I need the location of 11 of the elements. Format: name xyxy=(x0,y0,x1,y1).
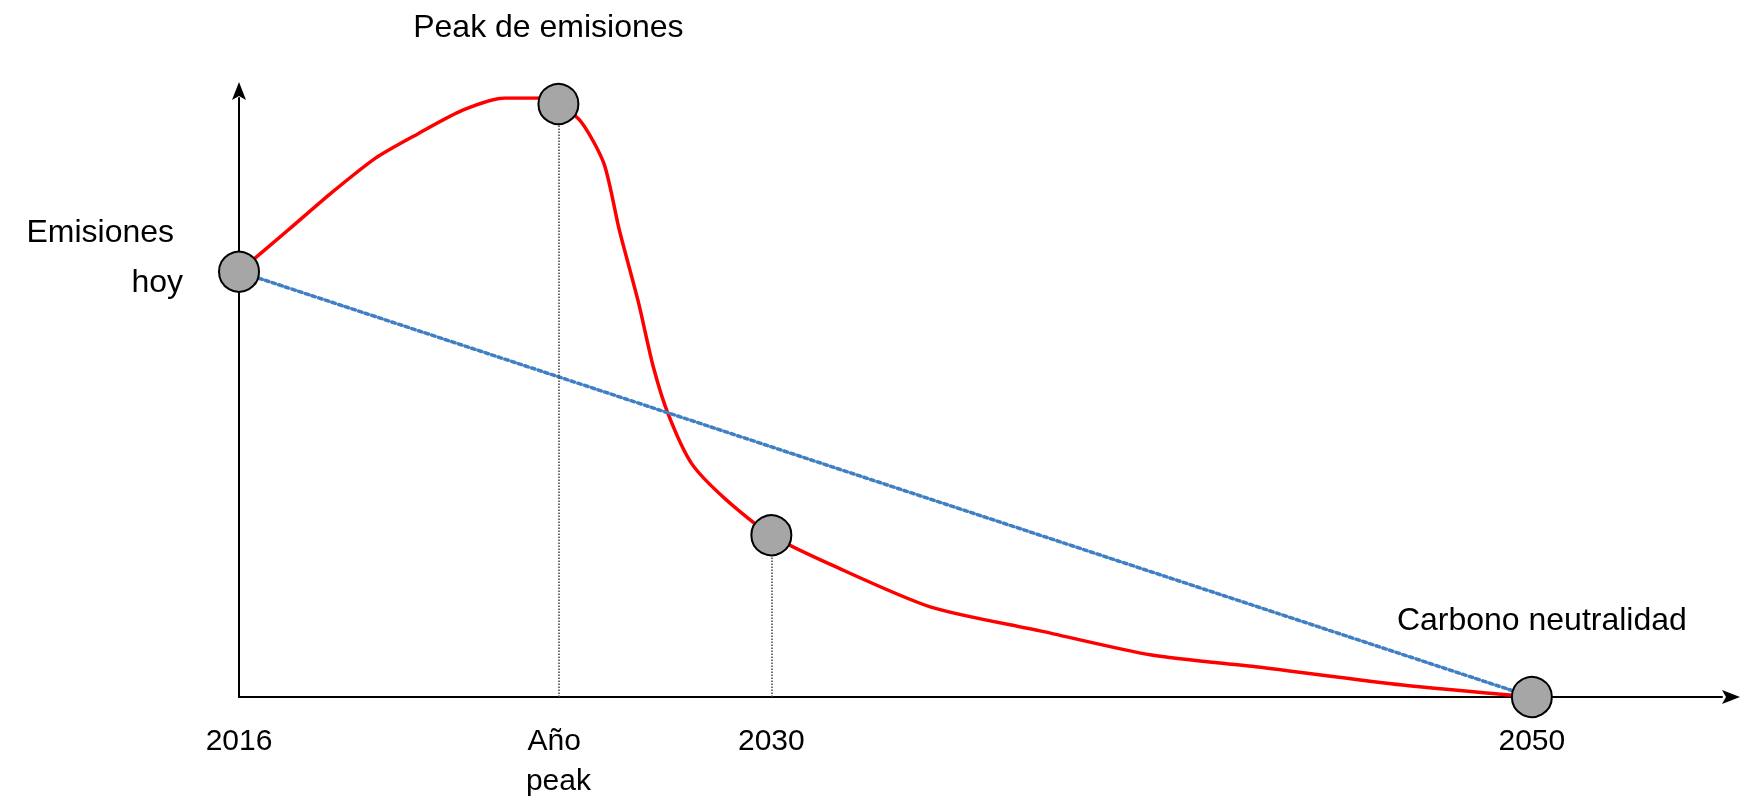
point xyxy=(218,250,260,293)
x-tick-label: 2016 xyxy=(205,722,273,756)
point xyxy=(750,514,793,557)
point xyxy=(537,83,580,125)
x-tick-label: 2050 xyxy=(1498,722,1566,756)
point xyxy=(1510,676,1553,718)
annotation: Emisiones hoy xyxy=(26,212,183,299)
x-tick-label: 2030 xyxy=(737,722,805,756)
annotation: Peak de emisiones xyxy=(413,7,684,44)
x-tick-label: Año peak xyxy=(525,722,592,796)
annotation: Carbono neutralidad xyxy=(1396,601,1687,637)
